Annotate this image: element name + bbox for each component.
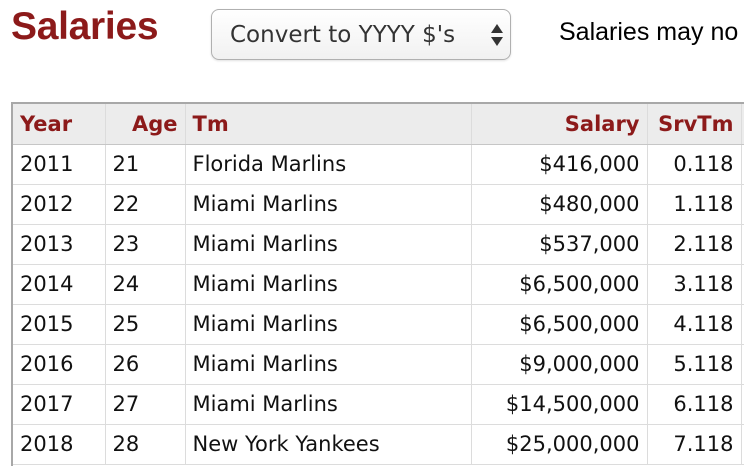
cell-srvtm: 0.118 — [647, 144, 742, 185]
cell-year: 2015 — [13, 304, 106, 345]
cell-srvtm: 1.118 — [647, 184, 742, 225]
cell-srvtm: 4.118 — [647, 304, 742, 345]
cell-year: 2013 — [13, 224, 106, 265]
cell-overflow — [741, 304, 744, 345]
cell-overflow — [741, 224, 744, 265]
cell-age: 24 — [105, 264, 186, 305]
table-header-row: Year Age Tm Salary SrvTm — [13, 104, 744, 145]
column-header-age[interactable]: Age — [105, 104, 186, 145]
cell-overflow — [741, 264, 744, 305]
salaries-table-container: Year Age Tm Salary SrvTm 2011 21 Florida… — [11, 102, 744, 466]
cell-year: 2012 — [13, 184, 106, 225]
cell-overflow — [741, 184, 744, 225]
cell-overflow — [741, 344, 744, 385]
cell-srvtm: 7.118 — [647, 424, 742, 465]
cell-age: 28 — [105, 424, 186, 465]
cell-salary: $537,000 — [471, 224, 648, 265]
cell-overflow — [741, 424, 744, 465]
cell-salary: $416,000 — [471, 144, 648, 185]
cell-salary: $480,000 — [471, 184, 648, 225]
cell-team: Miami Marlins — [185, 184, 472, 225]
table-row: 2017 27 Miami Marlins $14,500,000 6.118 — [13, 384, 744, 425]
table-row: 2018 28 New York Yankees $25,000,000 7.1… — [13, 424, 744, 465]
cell-team: New York Yankees — [185, 424, 472, 465]
cell-overflow — [741, 144, 744, 185]
cell-srvtm: 3.118 — [647, 264, 742, 305]
cell-age: 21 — [105, 144, 186, 185]
cell-salary: $25,000,000 — [471, 424, 648, 465]
select-updown-arrows-icon — [491, 24, 503, 46]
column-header-srvtm[interactable]: SrvTm — [647, 104, 742, 145]
cell-salary: $6,500,000 — [471, 304, 648, 345]
table-row: 2013 23 Miami Marlins $537,000 2.118 — [13, 224, 744, 265]
cell-year: 2011 — [13, 144, 106, 185]
cell-year: 2018 — [13, 424, 106, 465]
salary-note-text: Salaries may no — [559, 18, 739, 46]
cell-team: Miami Marlins — [185, 344, 472, 385]
cell-team: Florida Marlins — [185, 144, 472, 185]
currency-convert-select[interactable]: Convert to YYYY $'s — [211, 9, 511, 60]
cell-overflow — [741, 384, 744, 425]
cell-age: 22 — [105, 184, 186, 225]
salaries-table: Year Age Tm Salary SrvTm 2011 21 Florida… — [13, 104, 744, 465]
cell-age: 27 — [105, 384, 186, 425]
cell-year: 2014 — [13, 264, 106, 305]
cell-year: 2016 — [13, 344, 106, 385]
cell-team: Miami Marlins — [185, 304, 472, 345]
cell-srvtm: 2.118 — [647, 224, 742, 265]
cell-srvtm: 5.118 — [647, 344, 742, 385]
cell-age: 23 — [105, 224, 186, 265]
cell-salary: $9,000,000 — [471, 344, 648, 385]
table-row: 2015 25 Miami Marlins $6,500,000 4.118 — [13, 304, 744, 345]
cell-year: 2017 — [13, 384, 106, 425]
table-row: 2016 26 Miami Marlins $9,000,000 5.118 — [13, 344, 744, 385]
column-header-salary[interactable]: Salary — [471, 104, 648, 145]
column-header-team[interactable]: Tm — [185, 104, 472, 145]
table-row: 2011 21 Florida Marlins $416,000 0.118 — [13, 144, 744, 185]
section-title: Salaries — [11, 5, 159, 48]
table-row: 2012 22 Miami Marlins $480,000 1.118 — [13, 184, 744, 225]
column-header-year[interactable]: Year — [13, 104, 106, 145]
cell-salary: $14,500,000 — [471, 384, 648, 425]
table-row: 2014 24 Miami Marlins $6,500,000 3.118 — [13, 264, 744, 305]
cell-salary: $6,500,000 — [471, 264, 648, 305]
cell-team: Miami Marlins — [185, 384, 472, 425]
cell-team: Miami Marlins — [185, 224, 472, 265]
cell-team: Miami Marlins — [185, 264, 472, 305]
cell-age: 25 — [105, 304, 186, 345]
convert-select-value: Convert to YYYY $'s — [230, 22, 456, 48]
column-header-overflow — [741, 104, 744, 145]
cell-srvtm: 6.118 — [647, 384, 742, 425]
cell-age: 26 — [105, 344, 186, 385]
